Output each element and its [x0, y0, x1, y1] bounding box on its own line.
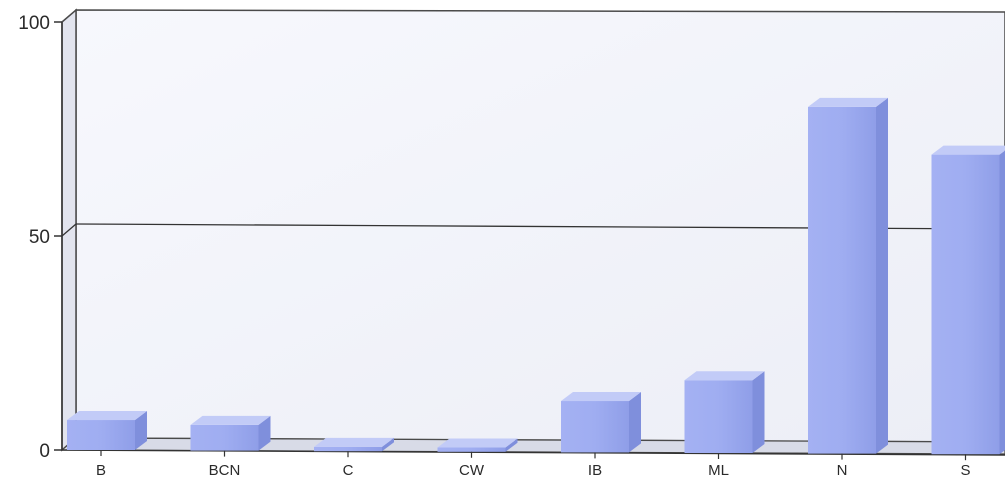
- x-category-label: BCN: [209, 462, 241, 479]
- bar-ml: [684, 371, 765, 453]
- bar-bcn: [190, 415, 271, 451]
- x-category-label: IB: [588, 462, 602, 479]
- bar-ib: [561, 392, 641, 453]
- y-tick-label: 100: [18, 13, 50, 34]
- bar-n: [808, 97, 888, 454]
- x-category-label: ML: [708, 462, 729, 479]
- y-axis-ticks: 0 50 100: [18, 13, 62, 462]
- x-axis-labels: B BCN C CW IB ML N S: [96, 450, 971, 479]
- x-category-label: CW: [459, 462, 485, 479]
- bar-b: [67, 411, 147, 450]
- x-category-label: S: [960, 462, 970, 479]
- x-axis: [61, 449, 1005, 456]
- x-category-label: B: [96, 462, 106, 479]
- bar-s: [931, 145, 1005, 455]
- y-tick-label: 0: [39, 441, 50, 462]
- x-category-label: N: [837, 462, 848, 479]
- bars: [67, 97, 1005, 455]
- bar-c: [314, 437, 394, 452]
- gridline-50-side: [61, 223, 77, 237]
- bar-cw: [437, 438, 518, 452]
- x-category-label: C: [343, 462, 354, 479]
- y-tick-label: 50: [29, 227, 50, 248]
